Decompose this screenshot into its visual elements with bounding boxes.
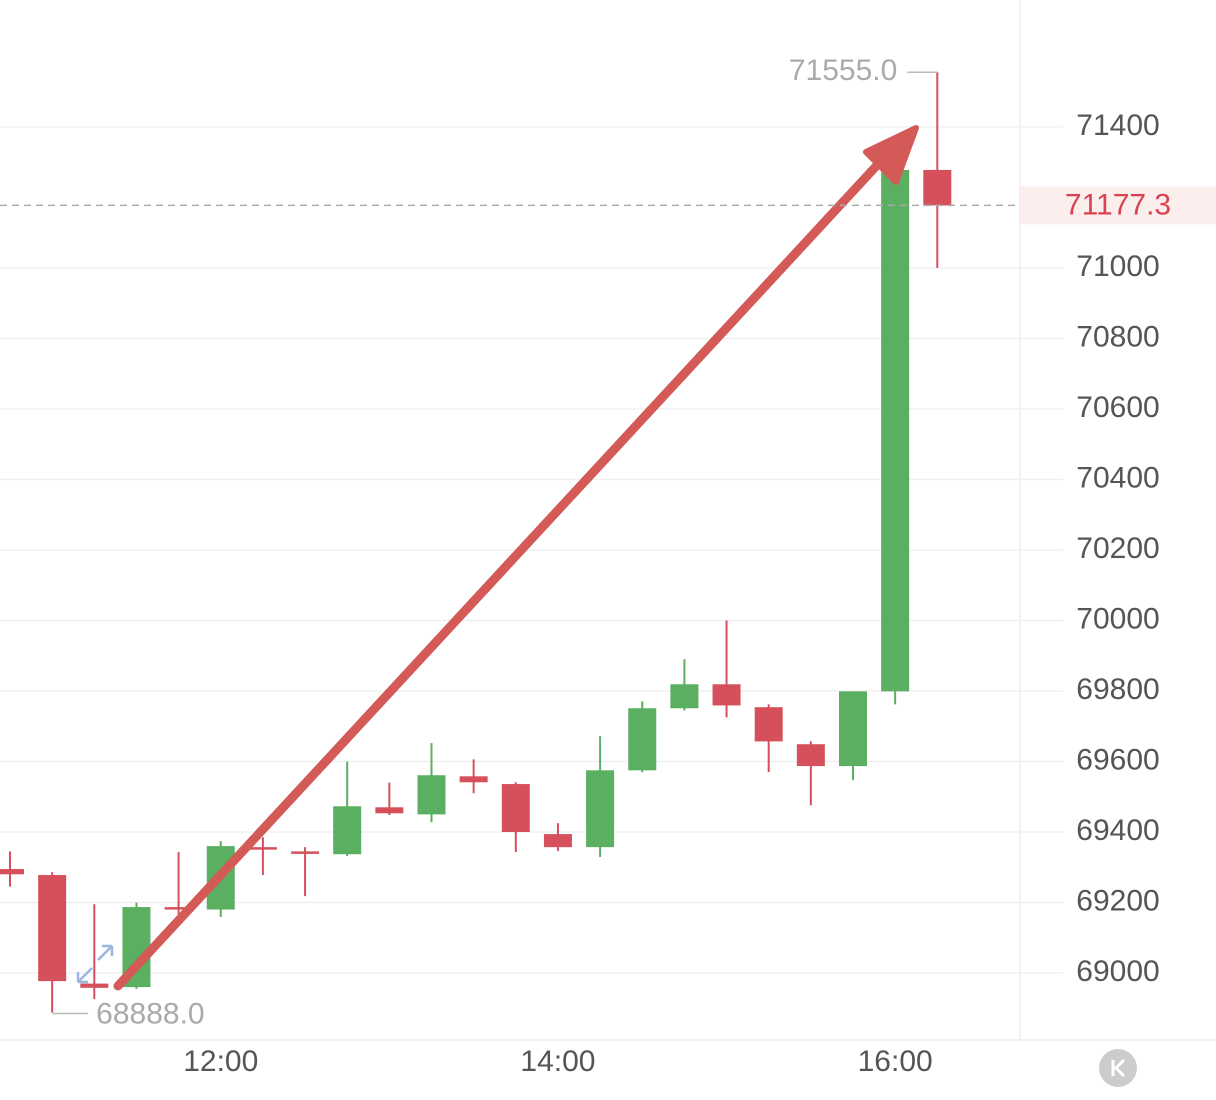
y-tick-label: 70400 (1076, 461, 1159, 494)
y-tick-label: 69400 (1076, 814, 1159, 847)
button-icon (1111, 1058, 1126, 1078)
candle-body (670, 684, 699, 709)
trend-arrow (113, 125, 919, 991)
candles (0, 72, 952, 1013)
y-tick-label: 69600 (1076, 743, 1159, 776)
candle-body (459, 776, 488, 783)
last-price-bg (1020, 186, 1216, 225)
candle-body (0, 869, 24, 875)
candle-body (333, 806, 362, 855)
scroll-button[interactable] (1099, 1049, 1137, 1087)
candle-body (80, 983, 109, 988)
candle-body (712, 684, 741, 706)
candle-body (628, 708, 657, 771)
y-tick-label: 69800 (1076, 673, 1159, 706)
candle-body (291, 851, 320, 854)
expand-arrow (97, 944, 114, 961)
y-tick-label: 70000 (1076, 602, 1159, 635)
candle-body (923, 169, 952, 206)
low-label: 68888.0 (96, 997, 204, 1030)
x-tick-label: 16:00 (858, 1045, 933, 1078)
y-tick-label: 71000 (1076, 250, 1159, 283)
high-label: 71555.0 (789, 54, 897, 87)
last-price-label: 71177.3 (1065, 188, 1171, 221)
candle-body (839, 691, 867, 767)
y-tick-label: 70600 (1076, 391, 1159, 424)
candle-body (881, 169, 910, 692)
y-tick-label: 70200 (1076, 532, 1159, 565)
candle-body (543, 834, 572, 848)
candle-body (501, 784, 530, 832)
candle-body (164, 907, 193, 910)
candle-body (417, 775, 446, 815)
y-tick-label: 69200 (1076, 884, 1159, 917)
candle-body (796, 744, 825, 767)
arrow-head (863, 125, 919, 185)
candle-body (586, 770, 615, 848)
x-tick-label: 14:00 (520, 1045, 595, 1078)
candle-body (754, 707, 783, 742)
candle-body (248, 847, 277, 850)
candle-body (375, 807, 404, 814)
y-tick-label: 69000 (1076, 955, 1159, 988)
x-tick-label: 12:00 (183, 1045, 258, 1078)
arrow-shaft (113, 157, 885, 991)
y-tick-label: 71400 (1076, 109, 1159, 142)
y-tick-label: 70800 (1076, 320, 1159, 353)
expand-arrow (76, 967, 93, 984)
candle-body (38, 875, 67, 982)
expand-icon[interactable] (76, 944, 114, 984)
